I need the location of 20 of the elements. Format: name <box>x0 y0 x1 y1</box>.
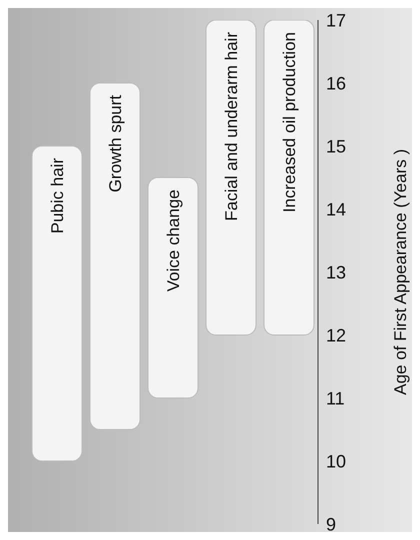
x-tick-label: Growth spurt <box>106 94 125 192</box>
bar <box>148 177 198 398</box>
y-tick-label: 15 <box>326 136 346 156</box>
y-tick-label: 13 <box>326 262 346 282</box>
x-tick-label: Increased oil production <box>280 32 299 213</box>
y-tick-label: 11 <box>326 388 345 408</box>
bar <box>90 82 140 430</box>
y-tick-label: 14 <box>326 199 346 220</box>
y-tick-label: 17 <box>326 10 346 30</box>
y-tick-label: 10 <box>326 451 346 472</box>
x-tick-label: Facial and underarm hair <box>222 32 241 221</box>
bar <box>32 146 82 462</box>
y-tick-label: 9 <box>326 514 336 534</box>
y-axis-title: Age of First Appearance (Years ) <box>391 148 410 396</box>
x-tick-label: Voice change <box>164 190 183 292</box>
y-tick-label: 12 <box>326 325 346 346</box>
bar <box>206 20 256 336</box>
y-tick-label: 16 <box>326 73 346 94</box>
bar <box>264 20 314 336</box>
x-tick-label: Pubic hair <box>48 158 67 234</box>
